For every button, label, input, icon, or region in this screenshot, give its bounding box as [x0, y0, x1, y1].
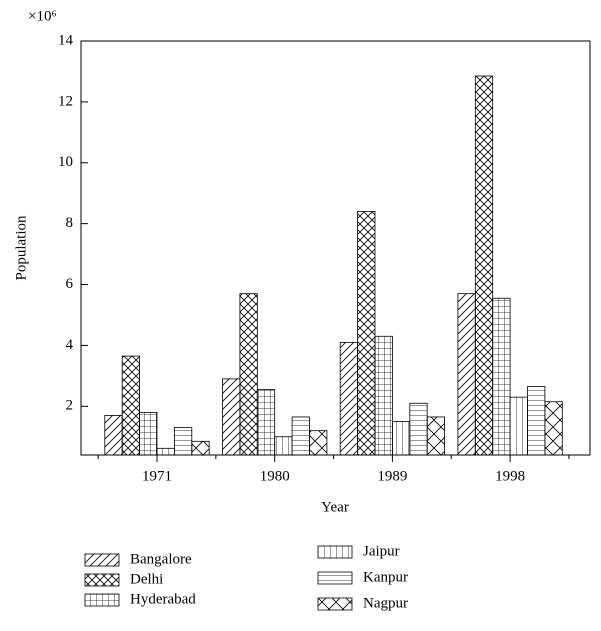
- bar: [104, 415, 123, 456]
- y-tick-label: 2: [66, 398, 74, 414]
- legend-label: Nagpur: [363, 595, 408, 611]
- bar: [274, 436, 293, 456]
- y-tick-label: 6: [66, 276, 74, 292]
- bar: [339, 341, 359, 456]
- x-tick-label: 1971: [142, 468, 172, 484]
- y-axis-label: Population: [13, 215, 29, 281]
- bar: [474, 75, 494, 456]
- bar: [222, 378, 241, 456]
- legend-swatch: [84, 593, 120, 607]
- bar: [239, 293, 258, 456]
- legend-swatch: [84, 553, 120, 567]
- y-tick-label: 10: [58, 154, 73, 170]
- bar: [409, 402, 428, 456]
- x-tick-label: 1980: [260, 468, 290, 484]
- bar: [121, 355, 140, 456]
- legend-label: Jaipur: [363, 543, 400, 559]
- legend-swatch: [317, 597, 353, 611]
- bar: [544, 401, 563, 456]
- bar: [426, 416, 446, 456]
- bar: [139, 411, 158, 456]
- y-tick-label: 12: [58, 93, 73, 109]
- x-tick-label: 1998: [495, 468, 525, 484]
- x-tick-label: 1989: [377, 468, 407, 484]
- bar: [391, 421, 411, 456]
- legend-label: Delhi: [130, 571, 163, 587]
- bar: [509, 396, 528, 456]
- y-tick-label: 8: [66, 215, 74, 231]
- legend-label: Hyderabad: [130, 591, 196, 607]
- legend-swatch: [84, 573, 120, 587]
- bar: [173, 427, 193, 456]
- bar: [374, 335, 393, 456]
- y-tick-label: 4: [66, 337, 74, 353]
- bar: [191, 440, 210, 456]
- x-axis-label: Year: [321, 499, 349, 515]
- y-multiplier: ×10⁶: [28, 8, 57, 24]
- plot-frame: [80, 40, 591, 456]
- legend-swatch: [317, 571, 353, 585]
- bar: [457, 293, 476, 456]
- y-tick-label: 14: [58, 32, 74, 48]
- bar: [309, 430, 328, 456]
- bar: [527, 386, 546, 456]
- legend-label: Bangalore: [130, 551, 192, 567]
- bar: [256, 389, 276, 456]
- bar: [156, 447, 175, 456]
- bar: [291, 416, 310, 456]
- legend-label: Kanpur: [363, 569, 408, 585]
- bar: [357, 211, 376, 456]
- legend-swatch: [317, 545, 353, 559]
- bar: [492, 297, 511, 456]
